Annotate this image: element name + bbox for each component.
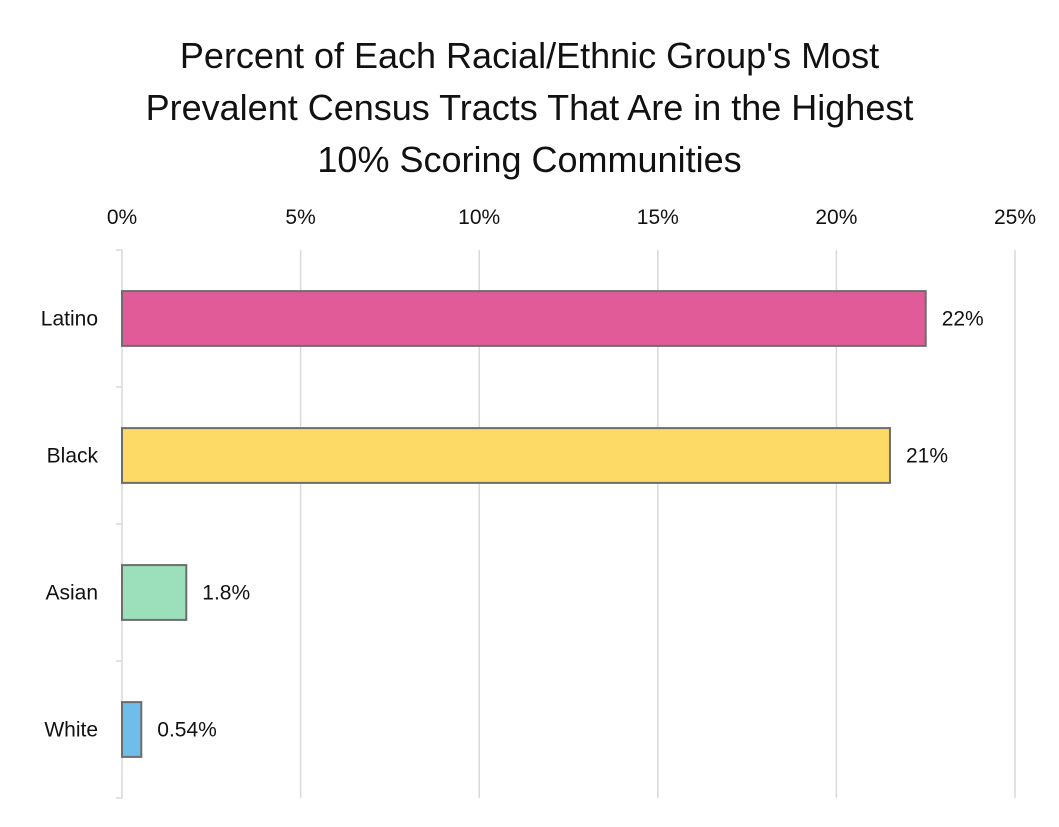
bar-black — [121, 427, 891, 484]
category-label-white: White — [44, 719, 98, 742]
bar-asian — [121, 564, 188, 621]
bars — [121, 290, 927, 758]
category-label-latino: Latino — [41, 308, 98, 331]
x-tick-label: 15% — [637, 206, 679, 229]
data-label-black: 21% — [906, 445, 948, 468]
x-tick-label: 0% — [107, 206, 137, 229]
category-label-black: Black — [47, 445, 99, 468]
x-tick-label: 25% — [994, 206, 1036, 229]
chart-title: Percent of Each Racial/Ethnic Group's Mo… — [0, 30, 1059, 186]
x-tick-label: 20% — [815, 206, 857, 229]
x-tick-label: 10% — [458, 206, 500, 229]
bar-latino — [121, 290, 927, 347]
data-label-asian: 1.8% — [202, 582, 250, 605]
chart-title-line-3: 10% Scoring Communities — [317, 139, 742, 180]
category-label-asian: Asian — [45, 582, 98, 605]
bar-white — [121, 701, 143, 758]
category-labels: Latino Black Asian White — [41, 308, 99, 742]
x-tick-labels: 0% 5% 10% 15% 20% 25% — [107, 206, 1036, 229]
data-labels: 22% 21% 1.8% 0.54% — [157, 308, 983, 742]
chart-title-line-1: Percent of Each Racial/Ethnic Group's Mo… — [179, 35, 880, 76]
x-tick-label: 5% — [285, 206, 315, 229]
chart-title-line-2: Prevalent Census Tracts That Are in the … — [145, 87, 914, 128]
data-label-latino: 22% — [942, 308, 984, 331]
data-label-white: 0.54% — [157, 719, 217, 742]
